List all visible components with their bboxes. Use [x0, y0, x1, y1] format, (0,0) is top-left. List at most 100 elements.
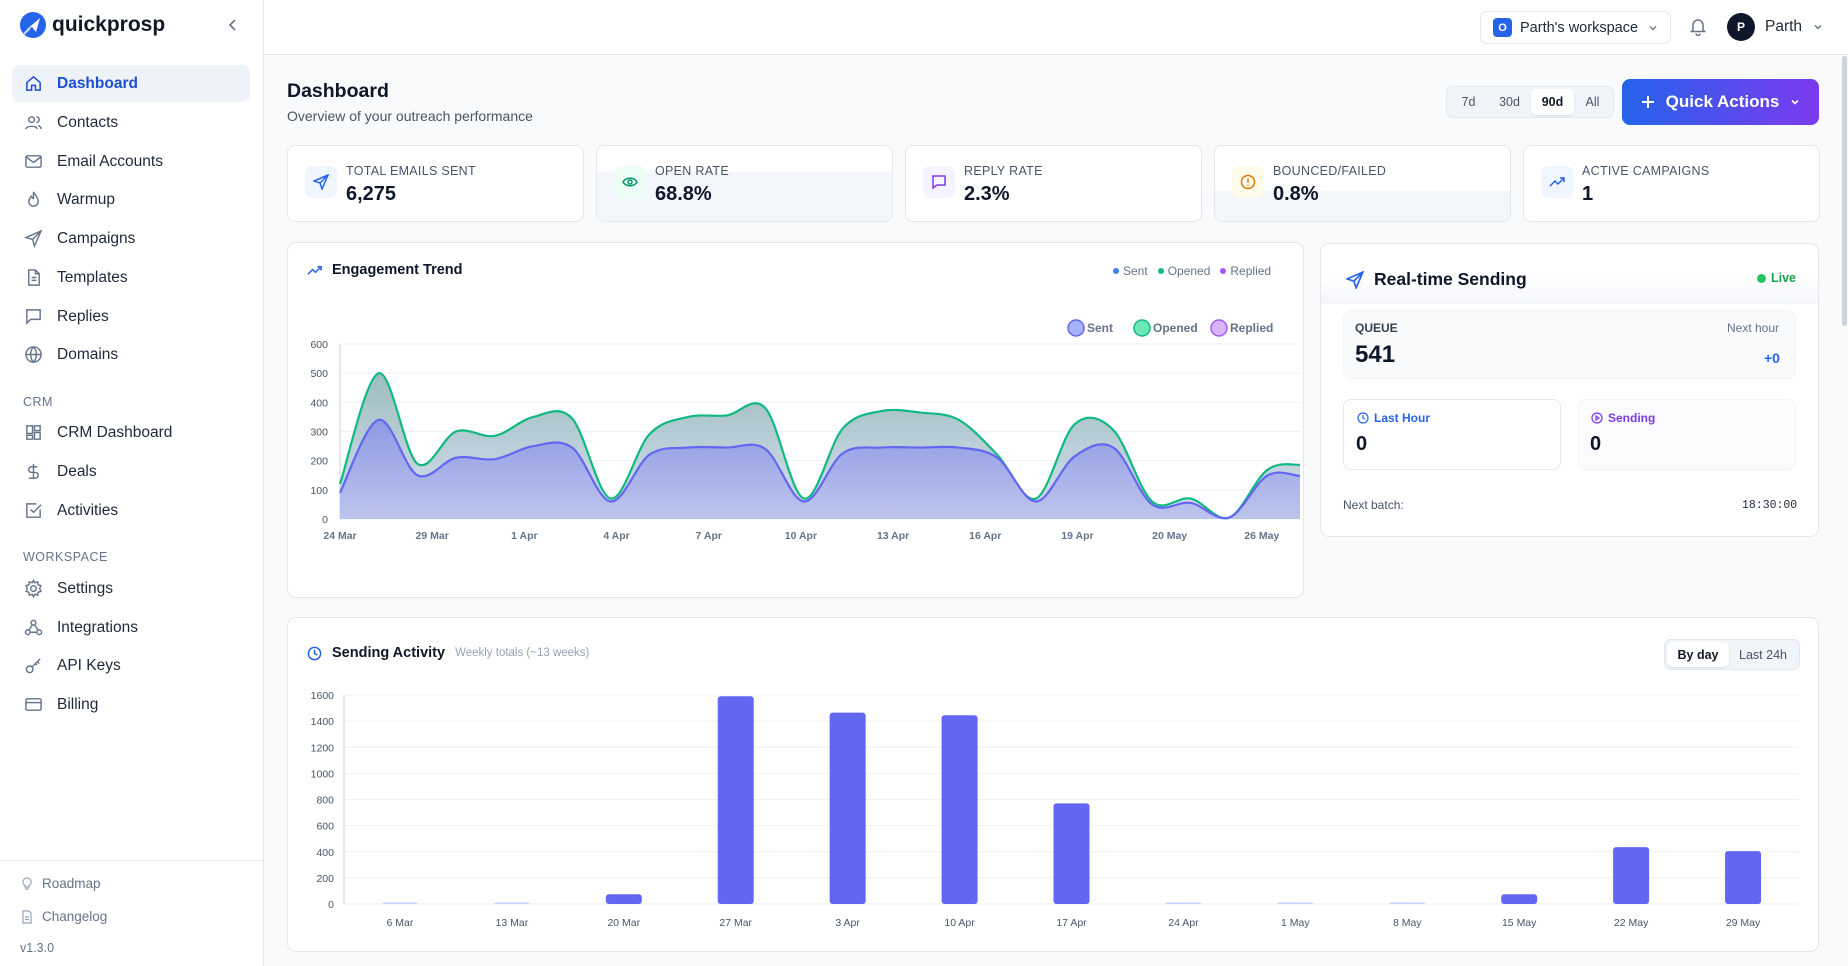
range-all[interactable]: All [1585, 95, 1600, 109]
sending-label: Sending [1591, 411, 1655, 425]
bar-20-mar [605, 894, 642, 904]
sidebar-item-templates[interactable]: Templates [12, 259, 250, 296]
x-tick-label: 4 Apr [603, 530, 629, 542]
next-batch-label: Next batch: [1343, 498, 1404, 512]
x-tick-label: 29 Mar [416, 530, 449, 542]
range-30d[interactable]: 30d [1499, 95, 1520, 109]
realtime-sending-card [1320, 243, 1819, 537]
logo-icon [20, 12, 46, 38]
roadmap-link[interactable]: Roadmap [20, 876, 101, 891]
range-90d[interactable]: 90d [1531, 89, 1574, 115]
workspace-switcher[interactable]: O Parth's workspace [1480, 11, 1671, 44]
sidebar-section-workspace: WORKSPACE [23, 550, 108, 564]
sidebar-item-deals[interactable]: Deals [12, 453, 250, 490]
sidebar-item-billing[interactable]: Billing [12, 686, 250, 723]
x-tick-label: 17 Apr [1056, 917, 1087, 929]
engagement-trend-card [287, 242, 1304, 598]
x-tick-label: 3 Apr [835, 917, 860, 929]
last-hour-label: Last Hour [1357, 411, 1430, 425]
stat-label: TOTAL EMAILS SENT [346, 164, 476, 178]
topbar [264, 0, 1848, 55]
bar-3-apr [829, 712, 866, 904]
page-scrollbar[interactable] [1842, 56, 1847, 326]
y-tick-label: 0 [322, 514, 328, 526]
bar-29-may [1725, 851, 1762, 904]
sidebar-item-email-accounts[interactable]: Email Accounts [12, 143, 250, 180]
app-logo[interactable]: quickprosp [18, 10, 165, 40]
sidebar-item-campaigns[interactable]: Campaigns [12, 220, 250, 257]
stat-label: BOUNCED/FAILED [1273, 164, 1387, 178]
chevron-down-icon [1814, 25, 1822, 30]
toggle-by-day[interactable]: By day [1667, 642, 1729, 667]
file-text-icon [28, 269, 40, 286]
sidebar-item-activities[interactable]: Activities [12, 492, 250, 529]
send-icon [24, 229, 43, 248]
sending-activity-bar-chart: 0 200 400 600 800 1000 1200 1400 1600 6 Mar 13 Mar… [311, 690, 1799, 929]
chevron-down-icon [1791, 99, 1799, 105]
x-tick-label: 22 May [1614, 917, 1649, 929]
sidebar-item-integrations[interactable]: Integrations [12, 609, 250, 646]
play-circle-icon [1591, 412, 1603, 424]
sidebar-item-settings[interactable]: Settings [12, 570, 250, 607]
stat-card-active-campaigns: ACTIVE CAMPAIGNS 1 [1523, 145, 1820, 222]
grid-icon [26, 425, 41, 440]
clock-icon [307, 646, 322, 660]
engagement-trend-title: Engagement Trend [307, 262, 463, 278]
queue-value: 541 [1355, 341, 1396, 368]
globe-icon [25, 346, 42, 364]
changelog-link[interactable]: Changelog [20, 909, 107, 924]
sidebar-item-replies[interactable]: Replies [12, 298, 250, 335]
gear-icon [25, 579, 42, 598]
sidebar-item-api-keys[interactable]: API Keys [12, 647, 250, 684]
x-tick-label: 13 Mar [496, 917, 529, 929]
sidebar-item-domains[interactable]: Domains [12, 336, 250, 373]
sidebar-item-warmup[interactable]: Warmup [12, 181, 250, 218]
opened-line [338, 372, 1300, 520]
sidebar-item-dashboard[interactable]: Dashboard [12, 65, 250, 102]
bell-icon[interactable] [1688, 16, 1708, 36]
user-menu[interactable]: P Parth [1727, 13, 1824, 41]
y-tick-label: 800 [316, 795, 334, 807]
x-tick-label: 10 Apr [785, 530, 817, 542]
x-tick-label: 15 May [1502, 917, 1537, 929]
legend-opened: Opened [1157, 264, 1210, 278]
sending-value: 0 [1590, 433, 1602, 455]
file-text-icon [22, 909, 32, 924]
next-batch-time: 18:30:00 [1742, 499, 1798, 512]
quick-actions-button[interactable]: Quick Actions [1622, 79, 1819, 125]
y-tick-label: 600 [310, 339, 328, 351]
toggle-last-24h[interactable]: Last 24h [1739, 647, 1787, 662]
app-version: v1.3.0 [20, 941, 55, 955]
sidebar-item-crm-dashboard[interactable]: CRM Dashboard [12, 414, 250, 451]
x-tick-label: 16 Apr [969, 530, 1001, 542]
bar-27-mar [717, 696, 754, 904]
x-tick-label: 27 Mar [719, 917, 752, 929]
last-hour-box [1343, 399, 1561, 470]
legend-sent: Sent [1113, 264, 1148, 278]
lightbulb-icon [22, 876, 32, 890]
x-tick-label: 1 May [1281, 917, 1310, 929]
x-tick-label: 20 Mar [607, 917, 640, 929]
legend-marker [1067, 319, 1085, 337]
avatar: P [1727, 13, 1755, 41]
stat-card-open-rate: OPEN RATE 68.8% [596, 145, 893, 222]
webhook-icon [24, 619, 43, 636]
stat-label: ACTIVE CAMPAIGNS [1582, 164, 1710, 178]
sending-activity-subtitle: Weekly totals (~13 weeks) [455, 647, 590, 659]
y-tick-label: 1000 [311, 768, 335, 780]
range-7d[interactable]: 7d [1461, 95, 1476, 109]
users-icon [25, 116, 42, 130]
page-subtitle: Overview of your outreach performance [287, 108, 533, 124]
bar-8-may [1389, 902, 1426, 904]
trending-up-icon [1541, 166, 1573, 198]
bar-13-mar [493, 902, 530, 904]
x-tick-label: 24 Apr [1168, 917, 1199, 929]
sidebar-item-contacts[interactable]: Contacts [12, 104, 250, 141]
x-tick-label: 1 Apr [511, 530, 537, 542]
y-tick-label: 200 [310, 456, 328, 468]
chevron-left-icon[interactable] [225, 16, 241, 34]
workspace-avatar: O [1493, 18, 1512, 37]
page-title: Dashboard [287, 80, 389, 102]
home-icon [26, 75, 41, 91]
stat-value: 6,275 [346, 183, 397, 205]
